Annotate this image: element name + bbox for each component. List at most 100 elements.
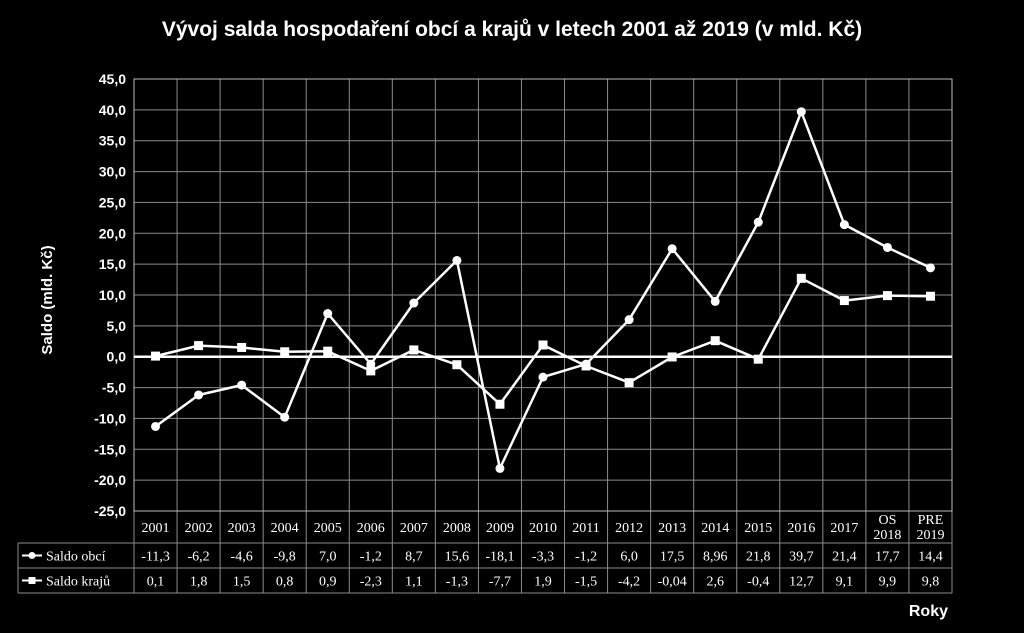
data-table-value: -1,2: [575, 550, 597, 565]
y-axis-label: Saldo (mld. Kč): [39, 245, 56, 354]
data-point: [796, 107, 806, 117]
data-table-value: 0,1: [147, 575, 165, 590]
data-table-value: -18,1: [485, 550, 514, 565]
data-table-value: 7,0: [319, 550, 337, 565]
data-table-value: -0,4: [747, 575, 769, 590]
data-point: [151, 351, 161, 361]
y-tick-label: 40,0: [99, 102, 126, 118]
data-point: [151, 421, 161, 431]
data-point: [538, 372, 548, 382]
data-point: [280, 347, 290, 357]
data-table-value: -2,3: [360, 575, 382, 590]
data-table-value: 1,5: [233, 575, 251, 590]
data-point: [581, 361, 591, 371]
data-point: [624, 315, 634, 325]
data-point: [667, 244, 677, 254]
data-table-value: 14,4: [918, 550, 943, 565]
x-tick-label: 2018: [873, 528, 901, 543]
data-table-value: -11,3: [141, 550, 170, 565]
x-tick-label: 2017: [830, 521, 858, 536]
data-point: [194, 390, 204, 400]
data-table-value: 1,8: [190, 575, 208, 590]
data-table-value: -1,2: [360, 550, 382, 565]
x-tick-label: 2015: [744, 521, 772, 536]
y-tick-label: 5,0: [107, 318, 127, 334]
data-table-value: 6,0: [620, 550, 638, 565]
x-tick-label: 2011: [572, 521, 599, 536]
data-point: [839, 220, 849, 230]
y-tick-label: -20,0: [94, 472, 126, 488]
legend-key-marker: [28, 552, 36, 559]
data-point: [495, 463, 505, 473]
x-tick-label: 2016: [787, 521, 815, 536]
data-table-value: -4,2: [618, 575, 640, 590]
data-table-value: -3,3: [532, 550, 554, 565]
plot-area: [133, 78, 953, 512]
data-point: [323, 346, 333, 356]
data-table-value: -9,8: [274, 550, 296, 565]
data-point: [194, 341, 204, 351]
data-table-value: -1,5: [575, 575, 597, 590]
data-table-value: -6,2: [187, 550, 209, 565]
data-table-value: 15,6: [445, 550, 470, 565]
data-table-value: 0,9: [319, 575, 337, 590]
y-tick-label: 25,0: [99, 194, 126, 210]
data-point: [624, 378, 634, 388]
data-table-value: -4,6: [231, 550, 253, 565]
x-tick-label: 2012: [615, 521, 643, 536]
data-point: [925, 263, 935, 273]
x-tick-label: 2007: [400, 521, 428, 536]
y-tick-label: -10,0: [94, 410, 126, 426]
x-tick-label: 2005: [314, 521, 342, 536]
y-tick-label: 0,0: [107, 349, 127, 365]
x-tick-label: 2019: [916, 528, 944, 543]
x-tick-label: 2004: [271, 521, 299, 536]
x-tick-label: 2003: [228, 521, 256, 536]
y-tick-label: 20,0: [99, 225, 126, 241]
data-table-value: 9,8: [922, 575, 940, 590]
y-tick-label: 30,0: [99, 164, 126, 180]
x-tick-label: 2010: [529, 521, 557, 536]
data-table-value: 0,8: [276, 575, 294, 590]
data-table-value: 21,8: [746, 550, 771, 565]
data-table-value: -7,7: [489, 575, 511, 590]
x-tick-label: 2013: [658, 521, 686, 536]
data-point: [452, 360, 462, 370]
data-point: [796, 273, 806, 283]
data-point: [925, 291, 935, 301]
data-point: [409, 298, 419, 308]
data-point: [237, 342, 247, 352]
y-tick-label: -25,0: [94, 503, 126, 519]
data-table-value: 17,7: [875, 550, 900, 565]
x-tick-label: PRE: [918, 513, 944, 528]
legend-label: Saldo obcí: [46, 550, 106, 565]
data-point: [753, 217, 763, 227]
x-tick-label: 2006: [357, 521, 385, 536]
y-tick-label: 45,0: [99, 71, 126, 87]
data-point: [237, 380, 247, 390]
y-tick-label: 10,0: [99, 287, 126, 303]
data-table-value: 1,1: [405, 575, 423, 590]
series-line: [154, 110, 932, 470]
data-point: [323, 309, 333, 319]
x-axis-label: Roky: [909, 603, 948, 620]
y-tick-label: -15,0: [94, 441, 126, 457]
data-point: [710, 336, 720, 346]
x-tick-label: 2001: [142, 521, 170, 536]
y-tick-label: 15,0: [99, 256, 126, 272]
data-table-value: -0,04: [658, 575, 687, 590]
data-point: [280, 412, 290, 422]
data-table-value: 21,4: [832, 550, 857, 565]
data-point: [366, 359, 376, 369]
data-point: [882, 291, 892, 301]
data-table-value: 1,9: [534, 575, 552, 590]
data-table-value: 8,7: [405, 550, 423, 565]
data-table-value: 9,9: [879, 575, 897, 590]
data-table-value: 8,96: [703, 550, 728, 565]
data-point: [753, 354, 763, 364]
data-point: [882, 242, 892, 252]
y-tick-label: -5,0: [102, 380, 126, 396]
data-table-value: 39,7: [789, 550, 814, 565]
data-point: [667, 352, 677, 362]
